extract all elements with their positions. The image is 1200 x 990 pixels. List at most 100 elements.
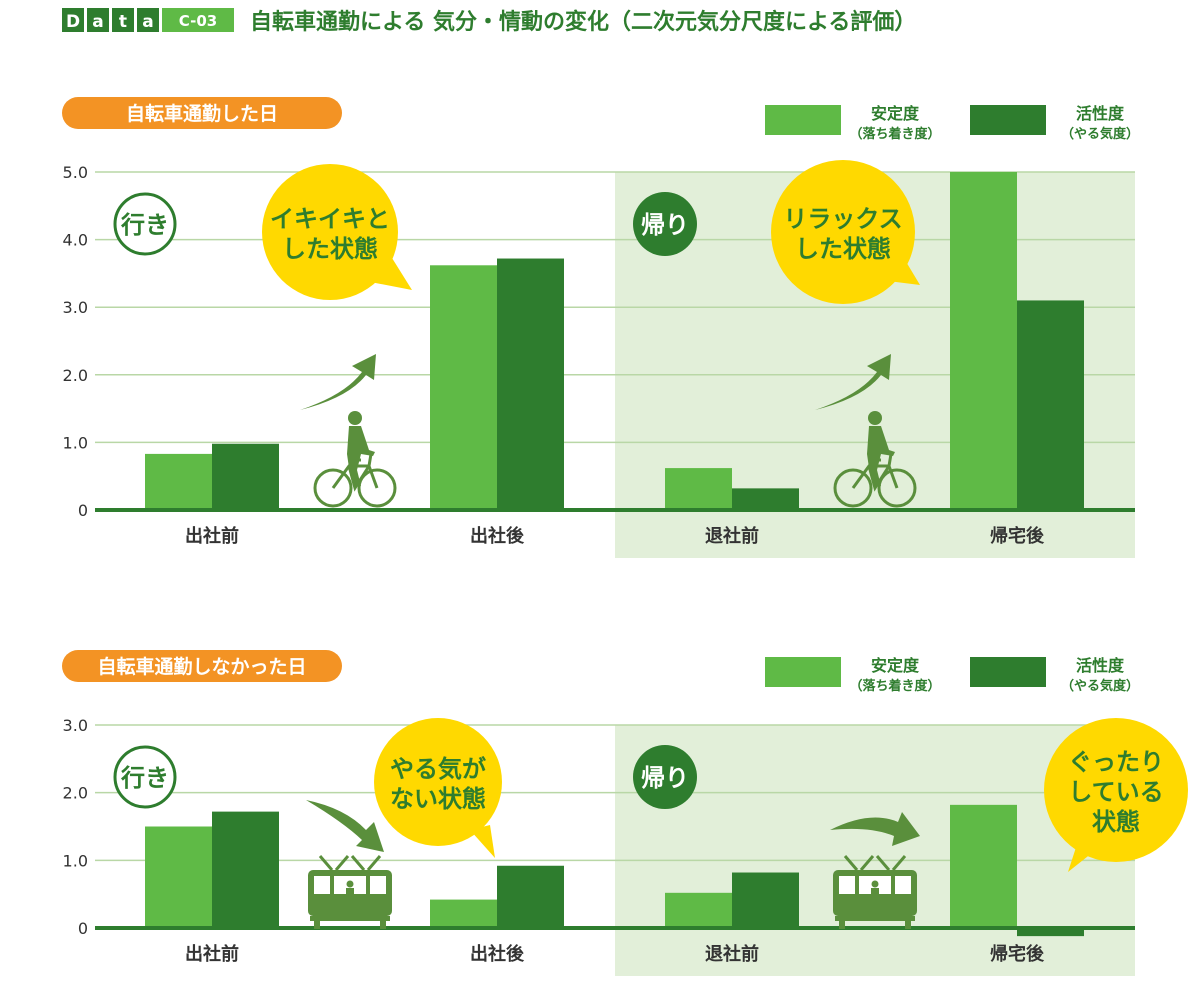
train-window <box>370 876 386 894</box>
data-letter: a <box>142 12 153 32</box>
y-tick-label: 2.0 <box>63 784 88 803</box>
bar <box>665 892 732 928</box>
bar <box>497 258 564 510</box>
data-letter-box-2 <box>87 8 109 32</box>
bar <box>145 453 212 510</box>
chart-panel-no-cycling: 自転車通勤しなかった日 安定度 （落ち着き度） 活性度 （やる気度） 0 1.0 2.0 3.0… <box>62 650 1188 976</box>
y-tick-label: 1.0 <box>63 851 88 870</box>
trend-arrow-icon <box>300 354 376 410</box>
bicycle-wheel <box>833 468 873 508</box>
speech-bubble <box>1044 718 1188 862</box>
rider-body <box>347 426 375 486</box>
x-tick-label: 退社前 <box>705 943 759 965</box>
rider-head <box>868 411 882 425</box>
trend-arrow-icon <box>815 354 891 410</box>
speech-bubble-text: ない状態 <box>390 785 486 813</box>
data-letter-box-1 <box>62 8 84 32</box>
panel-label: 自転車通勤しなかった日 <box>97 655 306 678</box>
train-icon <box>308 855 392 929</box>
x-tick-label: 帰宅後 <box>990 525 1045 547</box>
code-badge <box>162 8 234 32</box>
x-tick-label: 出社前 <box>185 943 239 965</box>
y-tick-label: 4.0 <box>63 231 88 250</box>
legend-sublabel: （やる気度） <box>1061 678 1139 694</box>
panel-label-pill <box>62 650 342 682</box>
speech-bubble <box>374 718 502 846</box>
train-window <box>839 876 855 894</box>
panel-label-pill <box>62 97 342 129</box>
passenger-head <box>346 880 354 888</box>
y-tick-label: 0 <box>78 501 88 520</box>
data-letter: D <box>66 12 80 32</box>
speech-bubble-text: した状態 <box>282 235 378 263</box>
panel-label: 自転車通勤した日 <box>126 102 278 125</box>
legend-label: 活性度 <box>1076 656 1125 675</box>
x-tick-label: 帰宅後 <box>990 943 1045 965</box>
bar <box>732 872 799 928</box>
legend-sublabel: （やる気度） <box>1061 126 1139 142</box>
passenger-body <box>871 888 879 896</box>
legend-sublabel: （落ち着き度） <box>849 678 940 694</box>
bar <box>430 899 497 928</box>
train-wheel <box>905 921 911 929</box>
speech-bubble-text: ぐったり <box>1068 748 1164 776</box>
data-letter-box-3 <box>112 8 134 32</box>
bar <box>497 865 564 928</box>
speech-bubble <box>262 164 398 300</box>
legend-swatch <box>970 657 1046 687</box>
train-pantograph <box>843 855 907 871</box>
speech-bubble-text: イキイキと <box>270 205 390 233</box>
y-tick-label: 2.0 <box>63 366 88 385</box>
trend-arrow-icon <box>830 812 920 846</box>
badge-go <box>113 192 177 256</box>
bar <box>1017 928 1084 937</box>
passenger-head <box>871 880 879 888</box>
legend-label: 安定度 <box>871 104 920 123</box>
rider-body <box>867 426 895 486</box>
bicycle-wheel <box>877 468 917 508</box>
bar <box>430 265 497 510</box>
rider-head <box>348 411 362 425</box>
train-window <box>314 876 330 894</box>
code-badge-label: C-03 <box>179 12 217 30</box>
speech-bubble-text: やる気が <box>390 755 486 783</box>
badge-go-label: 行き <box>120 764 169 792</box>
badge-go <box>113 745 177 809</box>
y-tick-label: 5.0 <box>63 163 88 182</box>
x-tick-label: 出社後 <box>470 525 525 547</box>
legend: 安定度 （落ち着き度） 活性度 （やる気度） <box>765 656 1139 694</box>
legend-swatch <box>970 105 1046 135</box>
bicycle-wheel <box>313 468 353 508</box>
x-tick-label: 退社前 <box>705 525 759 547</box>
legend-label: 活性度 <box>1076 104 1125 123</box>
bicycle-frame <box>851 453 899 492</box>
train-icon <box>833 855 917 929</box>
bar <box>212 811 279 928</box>
data-letter-box-4 <box>137 8 159 32</box>
speech-bubble-text: 状態 <box>1092 808 1140 836</box>
y-tick-label: 3.0 <box>63 298 88 317</box>
bar <box>1017 300 1084 510</box>
speech-bubble-text: している <box>1068 778 1163 806</box>
speech-bubble-text: リラックス <box>783 205 902 233</box>
badge-return-label: 帰り <box>641 211 689 239</box>
train-underframe <box>835 916 915 921</box>
legend-label: 安定度 <box>871 656 920 675</box>
train-wheel <box>314 921 320 929</box>
bar <box>950 172 1017 510</box>
legend-swatch <box>765 657 841 687</box>
x-tick-label: 出社後 <box>470 943 525 965</box>
bicycle-frame <box>331 453 379 492</box>
data-letter: t <box>119 12 127 32</box>
speech-bubble-text: した状態 <box>795 235 891 263</box>
train-wheel <box>380 921 386 929</box>
y-tick-label: 1.0 <box>63 433 88 452</box>
bar <box>732 488 799 510</box>
badge-return-label: 帰り <box>641 764 689 792</box>
passenger-body <box>346 888 354 896</box>
bar <box>145 826 212 928</box>
